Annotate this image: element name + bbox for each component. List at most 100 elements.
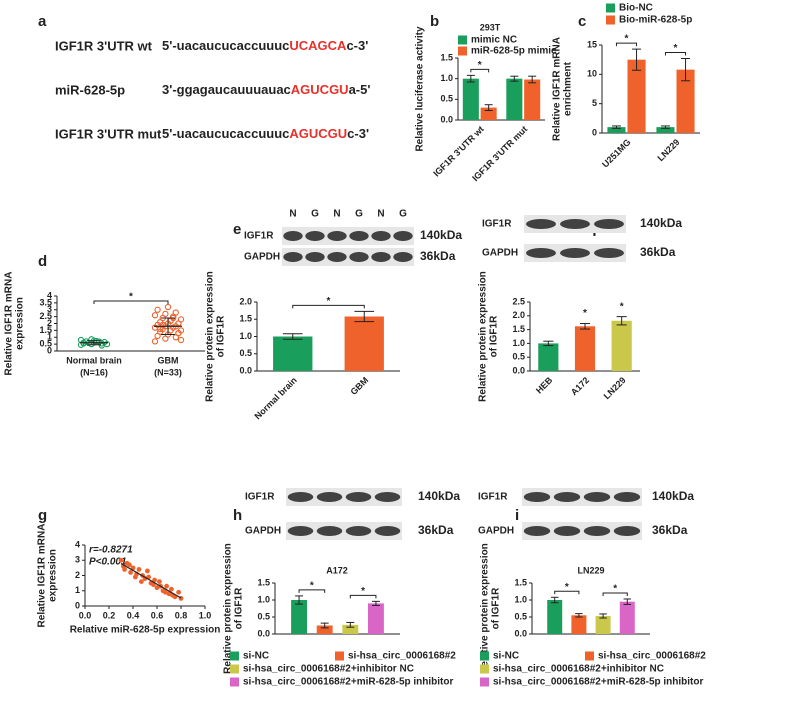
blot-band (349, 252, 369, 262)
legend-swatch (230, 664, 239, 674)
bar (316, 625, 333, 634)
panel-letter: a (38, 13, 47, 30)
blot-band (371, 252, 391, 262)
y-axis-label: expression (15, 297, 26, 350)
y-tick-label: 0 (47, 345, 52, 355)
data-point (139, 579, 144, 584)
y-tick-label: 3.5 (39, 297, 52, 307)
sequence-end: c-3' (347, 126, 369, 141)
sequence-name: IGF1R 3'UTR wt (55, 38, 153, 53)
y-tick-label: 0.5 (440, 94, 453, 104)
y-tick-label: 0.5 (39, 339, 52, 349)
significance-bracket (298, 589, 326, 593)
blot-band (594, 248, 624, 258)
blot-size: 36kDa (418, 523, 454, 537)
blot-label: IGF1R (245, 492, 275, 503)
x-tick-label: 0.6 (151, 610, 164, 620)
sequence-sequence: 5'-uacaucucaccuuuc (162, 126, 289, 141)
sequence-sequence: 5'-uacaucucaccuuuc (162, 38, 289, 53)
significance-bracket (93, 300, 169, 304)
sequence-name: miR-628-5p (55, 82, 125, 97)
blot-band (305, 252, 325, 262)
blot-band (316, 492, 343, 502)
x-tick-label: 0.2 (103, 610, 116, 620)
panel-letter: h (233, 507, 242, 524)
y-tick-label: 2.0 (512, 310, 525, 320)
x-tick-label: 1.0 (199, 610, 212, 620)
y-axis-label: Relative protein expression (223, 543, 234, 674)
y-axis-label: Relative IGF1R mRNA (4, 272, 15, 376)
data-point (159, 321, 166, 329)
significance-label: * (613, 584, 617, 595)
y-tick-label: 4 (75, 539, 80, 549)
blot-label: GAPDH (245, 526, 281, 537)
x-tick-label: Normal brain (66, 355, 122, 365)
lane-label: N (377, 209, 384, 220)
legend-label: si-hsa_circ_0006168#2+miR-628-5p inhibit… (243, 677, 453, 688)
y-tick-label: 1.5 (512, 324, 525, 334)
legend-label: si-hsa_circ_0006168#2+miR-628-5p inhibit… (493, 677, 703, 688)
bar (571, 615, 587, 634)
significance-bracket (554, 590, 580, 595)
bar (607, 127, 626, 133)
bar (506, 78, 523, 120)
data-point (126, 562, 132, 568)
y-tick-label: 1.0 (440, 73, 453, 83)
y-tick-label: 0.5 (257, 611, 270, 621)
significance-label: * (310, 581, 314, 592)
sequence: 5'-uacaucucaccuuucAGUCGUc-3' (162, 126, 369, 141)
blot-band (345, 492, 372, 502)
x-tick-label: U251MG (600, 137, 633, 170)
y-axis-label: Relative luciferase activity (415, 26, 426, 152)
blot-band (523, 526, 551, 536)
significance-label: * (327, 296, 331, 307)
significance-bracket (602, 592, 628, 596)
data-point (177, 316, 185, 323)
significance-label: * (129, 292, 133, 303)
legend-swatch (335, 651, 344, 661)
annotation: r=-0.8271 (89, 545, 133, 556)
panel-letter: d (38, 253, 47, 270)
y-tick-label: 0 (75, 600, 80, 610)
blot-band (594, 219, 624, 229)
legend-label: si-hsa_circ_0006168#2 (598, 651, 706, 662)
y-tick-label: 0.0 (514, 628, 527, 638)
data-point (122, 567, 127, 572)
blot-band (287, 492, 314, 502)
blot-band (393, 252, 413, 262)
blot-size: 140kDa (652, 489, 694, 503)
fit-line (120, 562, 182, 599)
bar (462, 78, 479, 120)
legend-label: si-NC (493, 651, 519, 662)
bar (273, 336, 313, 371)
bar (627, 59, 646, 133)
legend-label: si-hsa_circ_0006168#2+inhibitor NC (243, 664, 414, 675)
annotation: P<0.001 (89, 557, 127, 568)
y-axis-label: Relative IGF1R mRNA (37, 524, 48, 628)
legend-label: Bio-NC (619, 3, 653, 14)
y-tick-label: 2 (75, 570, 80, 580)
chart-title: 293T (480, 22, 501, 32)
blot-membrane (286, 488, 402, 506)
legend-label: mimic NC (471, 35, 517, 46)
sequence-end: c-3' (346, 38, 368, 53)
blot-band (613, 526, 641, 536)
x-tick-label: Normal brain (253, 375, 299, 421)
data-point (177, 336, 185, 344)
sequence-name: IGF1R 3'UTR mut (55, 126, 162, 141)
y-tick-label: 0.5 (514, 611, 527, 621)
x-tick-label: (N=16) (80, 367, 108, 377)
y-tick-label: 1.5 (257, 577, 270, 587)
bar (676, 69, 695, 133)
y-tick-label: 1 (47, 332, 52, 342)
y-tick-label: 0.5 (239, 348, 252, 358)
blot-band (316, 526, 343, 536)
significance-label: * (583, 308, 587, 319)
blot-size: 140kDa (420, 228, 462, 242)
blot-membrane (522, 488, 642, 506)
significance-bracket (292, 304, 365, 309)
data-point (169, 586, 174, 592)
x-tick-label: 0.8 (175, 610, 188, 620)
y-tick-label: 0.0 (512, 365, 525, 375)
